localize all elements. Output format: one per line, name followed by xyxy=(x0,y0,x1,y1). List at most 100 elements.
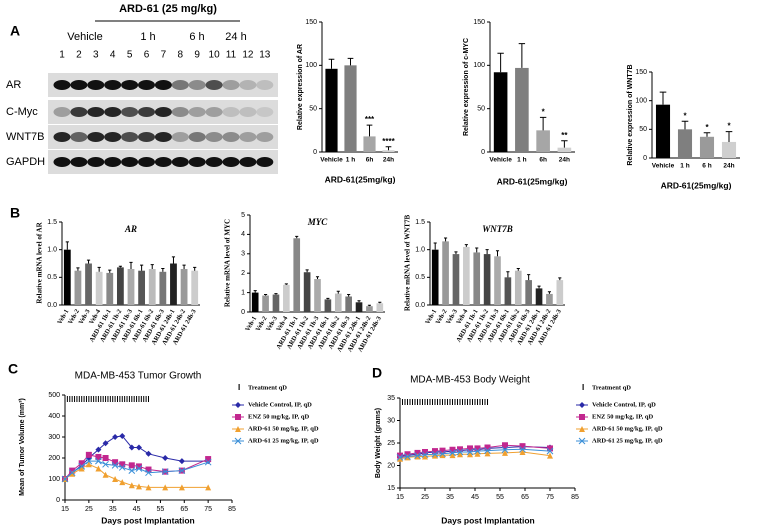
bar xyxy=(106,272,114,305)
bar xyxy=(376,303,384,312)
data-point xyxy=(61,475,69,483)
blot-band xyxy=(87,132,105,142)
blot-band xyxy=(256,157,274,167)
x-tick-label: 55 xyxy=(496,494,504,501)
blot-band xyxy=(87,107,105,117)
x-tick-label: 1 h xyxy=(680,163,689,170)
x-tick-label: Vehicle xyxy=(489,157,512,164)
panel-label: A xyxy=(10,23,20,39)
data-point xyxy=(128,462,135,469)
y-tick-label: 500 xyxy=(48,392,60,399)
bar xyxy=(494,256,501,305)
data-point xyxy=(431,450,439,458)
blot-band xyxy=(188,107,206,117)
error-bar xyxy=(171,256,176,264)
legend-label: ARD-61 25 mg/kg, IP, qD xyxy=(592,437,663,444)
blot-band xyxy=(256,107,274,117)
lane-number: 6 xyxy=(144,50,150,61)
y-tick-label: 200 xyxy=(48,455,60,462)
data-point xyxy=(449,449,456,457)
bar xyxy=(251,292,259,312)
blot-band xyxy=(138,107,155,117)
blot-title: ARD-61 (25 mg/kg) xyxy=(119,3,217,15)
error-bar xyxy=(315,276,320,280)
x-axis-label: ARD-61(25mg/kg) xyxy=(325,174,396,184)
lane-number: 10 xyxy=(209,50,221,61)
legend-marker xyxy=(235,414,241,420)
x-tick-label: 24h xyxy=(383,157,394,164)
series-line xyxy=(399,448,551,458)
lane-number: 13 xyxy=(259,50,271,61)
significance: * xyxy=(542,107,546,116)
x-tick-label: 45 xyxy=(471,494,479,501)
data-point xyxy=(102,440,109,447)
bar xyxy=(63,249,71,305)
y-tick-label: 1.0 xyxy=(47,247,57,254)
bar xyxy=(382,150,395,152)
legend-marker xyxy=(235,426,241,432)
data-point xyxy=(484,450,491,457)
x-tick-label: 65 xyxy=(521,494,529,501)
data-point xyxy=(457,451,463,458)
error-bar xyxy=(253,290,257,293)
data-point xyxy=(145,484,152,491)
data-point xyxy=(404,453,411,460)
data-point xyxy=(69,470,76,477)
blot-band xyxy=(239,157,257,167)
error-bar xyxy=(433,242,437,250)
bar xyxy=(355,302,363,312)
bar xyxy=(148,269,156,305)
blot-band xyxy=(239,107,257,117)
bar xyxy=(536,130,550,152)
y-tick-label: 0.5 xyxy=(47,274,57,281)
x-tick-label: 1 h xyxy=(346,157,355,164)
blot-band xyxy=(53,157,71,167)
error-bar xyxy=(385,146,392,151)
bar xyxy=(515,67,529,152)
blot-group: Vehicle xyxy=(67,31,102,43)
error-bar xyxy=(725,131,733,142)
significance: **** xyxy=(382,137,395,146)
error-bar xyxy=(561,140,568,148)
legend-label: ARD-61 25 mg/kg, IP, qD xyxy=(248,437,319,444)
y-tick-label: 35 xyxy=(387,395,395,402)
blot-group: 1 h xyxy=(140,31,155,43)
y-tick-label: 15 xyxy=(387,485,395,492)
blot-band xyxy=(104,132,122,142)
blot-band xyxy=(138,80,155,90)
data-point xyxy=(546,447,554,455)
error-bar xyxy=(129,261,133,270)
data-point xyxy=(95,457,102,465)
legend-label: ARD-61 50 mg/kg, IP, qD xyxy=(592,425,663,432)
data-point xyxy=(162,484,169,491)
data-point xyxy=(85,461,92,468)
data-point xyxy=(111,461,119,469)
data-point xyxy=(439,450,446,458)
data-point xyxy=(439,452,446,459)
x-tick-label: 65 xyxy=(180,506,188,513)
x-tick-label: Vehicle xyxy=(320,157,343,164)
error-bar xyxy=(161,267,165,272)
x-tick-label: Vehicle xyxy=(652,163,675,170)
data-point xyxy=(161,468,169,476)
data-point xyxy=(119,432,126,439)
y-tick-label: 0 xyxy=(56,497,60,504)
error-bar xyxy=(347,294,351,297)
blot-band xyxy=(87,157,105,167)
blot-band xyxy=(222,80,240,90)
bar xyxy=(514,270,522,305)
x-axis-label: Days post Implantation xyxy=(441,515,535,525)
bar xyxy=(363,136,376,152)
data-point xyxy=(422,453,428,460)
significance: ** xyxy=(561,131,568,140)
error-bar xyxy=(76,267,80,271)
bar xyxy=(493,72,508,152)
y-axis-label: Relative mRNA level of MYC xyxy=(224,219,232,307)
error-bar xyxy=(378,301,382,304)
error-bar xyxy=(518,43,526,68)
x-tick-label: 15 xyxy=(61,506,69,513)
bar xyxy=(262,295,269,312)
y-tick-label: 25 xyxy=(387,440,395,447)
bar xyxy=(721,141,737,158)
chart-title: MYC xyxy=(307,217,329,227)
